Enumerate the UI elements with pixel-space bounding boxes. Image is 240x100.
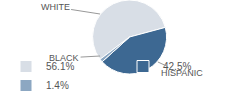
svg-text:BLACK: BLACK	[49, 53, 79, 63]
svg-text:42.5%: 42.5%	[163, 61, 191, 72]
svg-text:56.1%: 56.1%	[46, 61, 74, 72]
svg-text:WHITE: WHITE	[41, 2, 70, 12]
svg-text:1.4%: 1.4%	[46, 80, 69, 91]
svg-text:HISPANIC: HISPANIC	[161, 68, 203, 78]
